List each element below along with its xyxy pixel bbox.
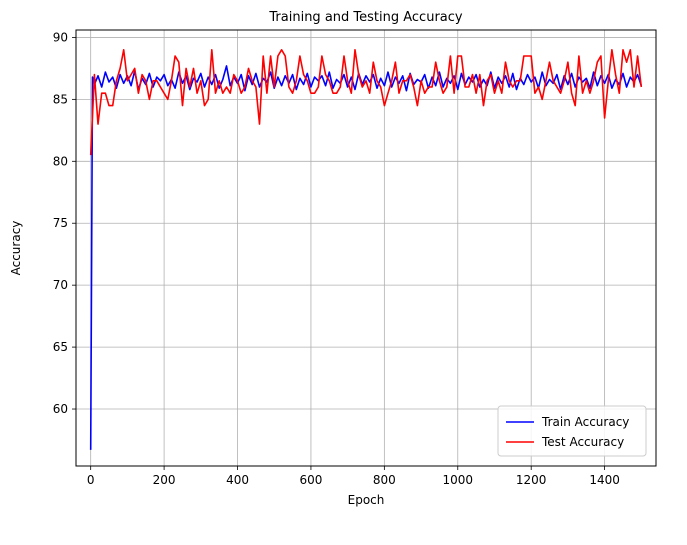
x-tick-label: 1400 (589, 473, 620, 487)
chart-title: Training and Testing Accuracy (268, 10, 463, 25)
legend-label-test: Test Accuracy (541, 435, 624, 449)
x-tick-label: 200 (153, 473, 176, 487)
axis-ticks: 0 200 400 600 800 1000 1200 1400 60 65 70 75 80 85 90 (53, 30, 620, 487)
x-tick-label: 1200 (516, 473, 547, 487)
plot-area-frame (75, 29, 657, 467)
y-axis-label: Accuracy (9, 221, 23, 276)
y-tick-label: 75 (53, 216, 68, 230)
legend: Train Accuracy Test Accuracy (497, 405, 647, 457)
x-tick-label: 400 (226, 473, 249, 487)
y-tick-label: 60 (53, 402, 68, 416)
grid (76, 30, 656, 466)
x-axis-label: Epoch (348, 493, 385, 507)
x-tick-label: 0 (87, 473, 95, 487)
test-accuracy-line (89, 48, 643, 156)
y-tick-label: 90 (53, 30, 68, 44)
legend-label-train: Train Accuracy (541, 415, 629, 429)
y-tick-label: 80 (53, 154, 68, 168)
x-tick-label: 1000 (442, 473, 473, 487)
series-group (89, 48, 643, 450)
x-tick-label: 600 (299, 473, 322, 487)
legend-box (497, 405, 647, 457)
y-tick-label: 70 (53, 278, 68, 292)
x-tick-label: 800 (373, 473, 396, 487)
y-tick-label: 85 (53, 92, 68, 106)
y-tick-label: 65 (53, 340, 68, 354)
